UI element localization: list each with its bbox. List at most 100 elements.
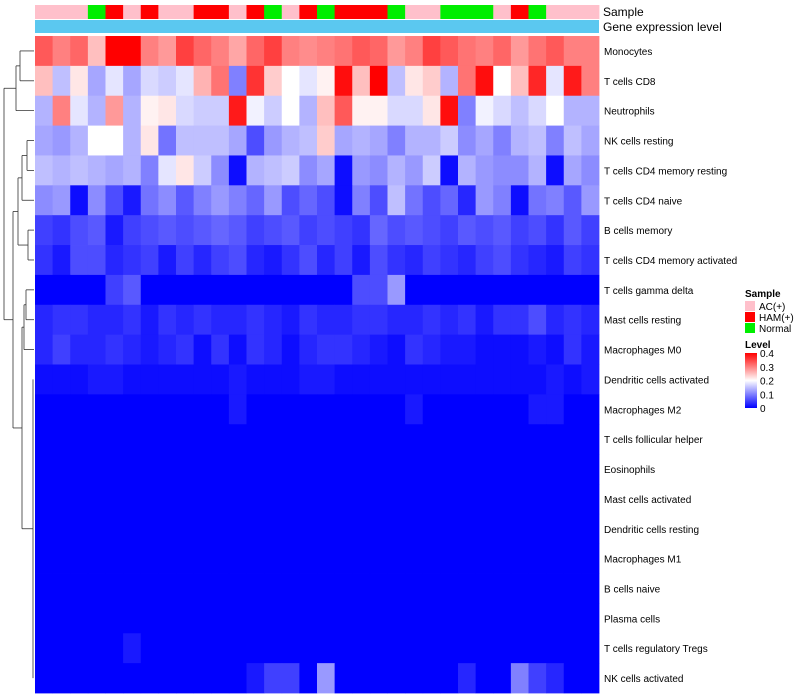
heatmap-cell	[158, 603, 177, 634]
heatmap-cell	[299, 483, 318, 515]
heatmap-cell	[475, 65, 494, 97]
sample-annotation-cell	[581, 5, 600, 19]
heatmap-cell	[581, 663, 600, 694]
heatmap-cell	[546, 573, 565, 604]
heatmap-cell	[369, 454, 388, 485]
heatmap-cell	[35, 633, 54, 664]
heatmap-cell	[299, 603, 318, 634]
heatmap-cell	[140, 125, 159, 156]
heatmap-cell	[405, 603, 424, 634]
legend-swatch	[745, 312, 755, 322]
heatmap-cell	[246, 95, 265, 126]
heatmap-cell	[528, 663, 547, 694]
heatmap-cell	[387, 36, 406, 67]
heatmap-cell	[87, 454, 106, 485]
heatmap-cell	[475, 155, 494, 186]
row-label: NK cells resting	[604, 137, 673, 148]
heatmap-cell	[440, 245, 459, 276]
heatmap-cell	[299, 125, 318, 156]
heatmap-cell	[140, 633, 159, 664]
heatmap-cell	[176, 274, 195, 306]
heatmap-cell	[369, 513, 388, 545]
heatmap-cell	[458, 304, 477, 336]
heatmap-cell	[563, 125, 582, 156]
heatmap-cell	[475, 573, 494, 604]
heatmap-cell	[422, 334, 441, 365]
heatmap-cell	[440, 274, 459, 306]
heatmap-cell	[35, 603, 54, 634]
heatmap-cell	[35, 543, 54, 574]
heatmap-cell	[299, 65, 318, 97]
heatmap-cell	[317, 334, 336, 365]
heatmap-cell	[317, 155, 336, 186]
heatmap-cell	[546, 454, 565, 485]
heatmap-cell	[193, 483, 212, 515]
heatmap-cell	[422, 65, 441, 97]
heatmap-cell	[70, 513, 89, 545]
heatmap-cell	[563, 424, 582, 455]
heatmap-cell	[405, 394, 424, 425]
row-dendrogram	[3, 50, 34, 679]
heatmap-cell	[264, 483, 283, 515]
heatmap-cell	[140, 304, 159, 336]
heatmap-cell	[422, 454, 441, 485]
heatmap-cell	[493, 663, 512, 694]
heatmap-cell	[87, 573, 106, 604]
heatmap-cell	[87, 304, 106, 336]
heatmap-cell	[228, 274, 247, 306]
heatmap-cell	[228, 424, 247, 455]
heatmap-cell	[387, 633, 406, 664]
heatmap-cell	[52, 543, 71, 574]
heatmap-cell	[528, 245, 547, 276]
sample-annotation-cell	[264, 5, 283, 19]
heatmap-cell	[70, 125, 89, 156]
heatmap-cell	[264, 424, 283, 455]
heatmap-cell	[493, 65, 512, 97]
heatmap-cell	[369, 364, 388, 395]
heatmap-cell	[158, 513, 177, 545]
heatmap-cell	[475, 513, 494, 545]
heatmap-cell	[35, 513, 54, 545]
heatmap-cell	[281, 245, 300, 276]
heatmap-cell	[176, 155, 195, 186]
sample-annotation-bar	[35, 5, 600, 19]
heatmap-cell	[546, 215, 565, 246]
heatmap-cell	[334, 155, 353, 186]
heatmap-cell	[563, 663, 582, 694]
heatmap-cell	[105, 543, 124, 574]
heatmap-cell	[246, 454, 265, 485]
heatmap-cell	[299, 573, 318, 604]
heatmap-cell	[211, 65, 230, 97]
heatmap-cell	[87, 65, 106, 97]
heatmap-cell	[422, 215, 441, 246]
heatmap-cell	[334, 364, 353, 395]
heatmap-cell	[581, 215, 600, 246]
heatmap-cell	[387, 245, 406, 276]
heatmap-cell	[510, 65, 529, 97]
heatmap-cell	[493, 543, 512, 574]
heatmap-cell	[563, 215, 582, 246]
heatmap-cell	[228, 155, 247, 186]
heatmap-cell	[52, 573, 71, 604]
heatmap-cell	[581, 245, 600, 276]
heatmap-cell	[493, 513, 512, 545]
heatmap-cell	[352, 543, 371, 574]
heatmap-cell	[158, 334, 177, 365]
heatmap-cell	[546, 543, 565, 574]
heatmap-cell	[228, 334, 247, 365]
heatmap-cell	[352, 573, 371, 604]
heatmap-cell	[458, 633, 477, 664]
heatmap-cell	[299, 454, 318, 485]
heatmap-cell	[70, 185, 89, 216]
heatmap-cell	[105, 125, 124, 156]
heatmap-cell	[264, 185, 283, 216]
heatmap-cell	[70, 65, 89, 97]
heatmap-cell	[246, 573, 265, 604]
heatmap-cell	[528, 185, 547, 216]
level-colorbar	[745, 353, 757, 408]
heatmap-cell	[405, 424, 424, 455]
heatmap-cell	[246, 394, 265, 425]
heatmap-cell	[140, 36, 159, 67]
heatmap-cell	[193, 364, 212, 395]
heatmap-cell	[70, 663, 89, 694]
